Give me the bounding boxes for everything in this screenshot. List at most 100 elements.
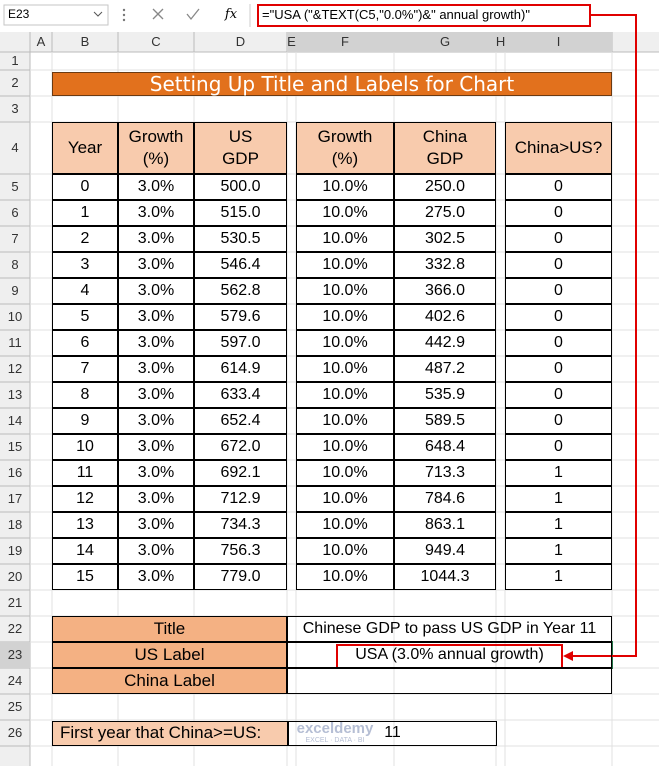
row-header[interactable]: 26 bbox=[7, 724, 23, 740]
column-header[interactable]: B bbox=[80, 33, 90, 49]
row-header[interactable]: 14 bbox=[7, 412, 23, 428]
row-header[interactable]: 12 bbox=[7, 360, 23, 376]
table-cell: 530.5 bbox=[194, 226, 287, 252]
summary-label: Title bbox=[52, 616, 287, 642]
table-cell: 756.3 bbox=[194, 538, 287, 564]
table-cell: 10.0% bbox=[296, 434, 394, 460]
table-cell: 10.0% bbox=[296, 356, 394, 382]
table-cell: 3.0% bbox=[118, 304, 194, 330]
row-header[interactable]: 25 bbox=[7, 698, 23, 714]
formula-text[interactable]: ="USA ("&TEXT(C5,"0.0%")&" annual growth… bbox=[262, 6, 530, 22]
row-header[interactable]: 21 bbox=[7, 594, 23, 610]
row-header[interactable]: 16 bbox=[7, 464, 23, 480]
table-cell: 275.0 bbox=[394, 200, 496, 226]
row-header[interactable]: 10 bbox=[7, 308, 23, 324]
table-cell: 3.0% bbox=[118, 382, 194, 408]
table-cell: 332.8 bbox=[394, 252, 496, 278]
row-header[interactable]: 13 bbox=[7, 386, 23, 402]
table-cell: 487.2 bbox=[394, 356, 496, 382]
table-cell: 562.8 bbox=[194, 278, 287, 304]
column-header[interactable]: A bbox=[36, 33, 46, 49]
table-cell: 10.0% bbox=[296, 226, 394, 252]
table-cell: 863.1 bbox=[394, 512, 496, 538]
row-header[interactable]: 5 bbox=[11, 178, 19, 194]
name-box-text[interactable]: E23 bbox=[8, 7, 30, 22]
row-header[interactable]: 23 bbox=[0, 642, 30, 668]
table-cell: 0 bbox=[505, 408, 612, 434]
table-cell: 3.0% bbox=[118, 434, 194, 460]
column-header[interactable]: D bbox=[235, 33, 246, 49]
cancel-icon bbox=[152, 8, 164, 20]
table-cell: 1 bbox=[505, 564, 612, 590]
table-cell: 672.0 bbox=[194, 434, 287, 460]
column-header[interactable]: E bbox=[287, 32, 296, 52]
table-cell: 10.0% bbox=[296, 460, 394, 486]
row-header[interactable]: 11 bbox=[8, 334, 22, 350]
table-cell: 535.9 bbox=[394, 382, 496, 408]
column-header[interactable]: G bbox=[394, 32, 496, 52]
table-cell: 1 bbox=[505, 460, 612, 486]
table-cell: 10.0% bbox=[296, 486, 394, 512]
table-cell: 7 bbox=[52, 356, 118, 382]
table-cell: 3.0% bbox=[118, 200, 194, 226]
enter-icon[interactable] bbox=[186, 8, 200, 21]
row-header[interactable]: 15 bbox=[7, 438, 23, 454]
table-cell: 15 bbox=[52, 564, 118, 590]
dots-icon bbox=[122, 18, 126, 22]
table-cell: 3.0% bbox=[118, 278, 194, 304]
table-cell: 1 bbox=[505, 486, 612, 512]
row-header[interactable]: 22 bbox=[7, 620, 23, 636]
row-header[interactable]: 17 bbox=[7, 490, 23, 506]
table-cell: 0 bbox=[505, 226, 612, 252]
row-header[interactable]: 4 bbox=[11, 139, 19, 155]
column-header[interactable]: H bbox=[496, 32, 505, 52]
row-header[interactable]: 24 bbox=[7, 672, 23, 688]
row-header[interactable]: 7 bbox=[11, 230, 19, 246]
table-cell: 3.0% bbox=[118, 538, 194, 564]
row-header[interactable]: 2 bbox=[11, 74, 19, 90]
table-cell: 10.0% bbox=[296, 564, 394, 590]
table-cell: 12 bbox=[52, 486, 118, 512]
column-header[interactable]: C bbox=[151, 33, 161, 49]
dots-icon bbox=[122, 8, 126, 12]
column-header[interactable]: F bbox=[296, 32, 394, 52]
table-cell: 3.0% bbox=[118, 252, 194, 278]
table-cell: 0 bbox=[505, 278, 612, 304]
watermark-tagline: EXCEL · DATA · BI bbox=[305, 736, 365, 744]
name-box bbox=[3, 4, 109, 26]
row-header[interactable]: 1 bbox=[11, 52, 19, 68]
table-cell: 1 bbox=[505, 512, 612, 538]
table-cell: 3.0% bbox=[118, 486, 194, 512]
table-cell: 9 bbox=[52, 408, 118, 434]
arrow-head bbox=[563, 651, 573, 661]
row-header[interactable]: 20 bbox=[7, 568, 23, 584]
table-cell: 10.0% bbox=[296, 408, 394, 434]
fx-button[interactable]: fx bbox=[224, 6, 238, 22]
row-header[interactable]: 9 bbox=[11, 282, 19, 298]
row-header[interactable]: 6 bbox=[11, 204, 19, 220]
column-header[interactable]: I bbox=[505, 32, 612, 52]
table-cell: 0 bbox=[505, 356, 612, 382]
dropdown-icon[interactable] bbox=[93, 11, 103, 17]
table-cell: 779.0 bbox=[194, 564, 287, 590]
table-cell: 589.5 bbox=[394, 408, 496, 434]
table-cell: 546.4 bbox=[194, 252, 287, 278]
table-cell: 10.0% bbox=[296, 278, 394, 304]
table-cell: 0 bbox=[505, 200, 612, 226]
summary-label: US Label bbox=[52, 642, 287, 668]
table-cell: 0 bbox=[505, 434, 612, 460]
row-header[interactable]: 8 bbox=[11, 256, 19, 272]
row-header[interactable]: 3 bbox=[11, 100, 19, 116]
table-cell: 3.0% bbox=[118, 564, 194, 590]
table-cell: 10.0% bbox=[296, 200, 394, 226]
sheet-title: Setting Up Title and Labels for Chart bbox=[52, 72, 612, 96]
row-header[interactable]: 19 bbox=[7, 542, 23, 558]
summary-value[interactable]: USA (3.0% annual growth) bbox=[287, 642, 612, 668]
table-cell: 949.4 bbox=[394, 538, 496, 564]
table-cell: 712.9 bbox=[194, 486, 287, 512]
table-cell: 648.4 bbox=[394, 434, 496, 460]
row-header[interactable]: 18 bbox=[7, 516, 23, 532]
dots-icon bbox=[122, 13, 126, 17]
table-cell: 11 bbox=[52, 460, 118, 486]
table-cell: 500.0 bbox=[194, 174, 287, 200]
